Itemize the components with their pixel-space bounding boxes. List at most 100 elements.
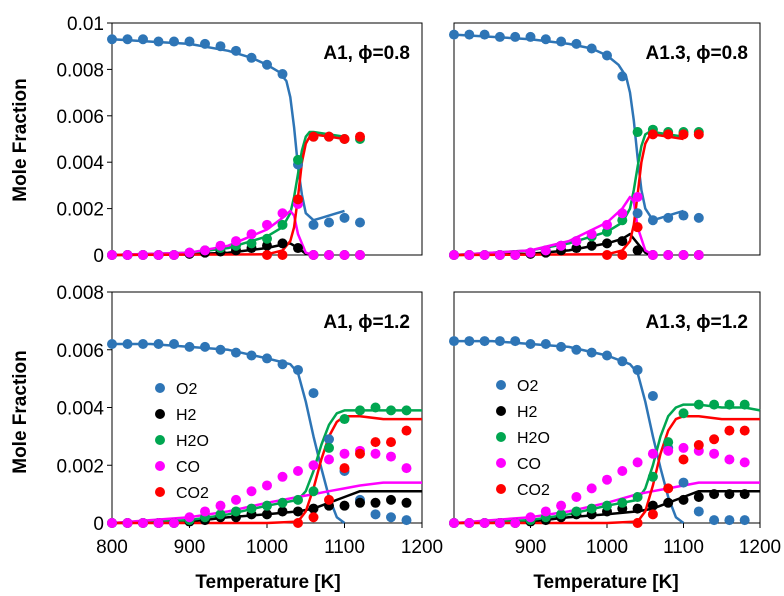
legend-marker-co2 [496, 484, 506, 494]
point-o2 [262, 59, 272, 70]
point-co2 [647, 509, 658, 520]
chart-panel-4: 900 1000 1100 1200 A1.3, ϕ=1.2 O2 H2 H2O CO CO2 [449, 291, 781, 558]
point-h2 [724, 489, 735, 500]
point-o2 [617, 71, 628, 82]
point-co [246, 486, 257, 497]
point-co2 [709, 434, 720, 445]
point-co2 [602, 250, 612, 260]
point-co [571, 236, 582, 247]
x-axis-title-left: Temperature [K] [195, 572, 340, 593]
point-co [678, 250, 689, 260]
point-o2 [540, 34, 551, 45]
point-o2 [663, 212, 674, 223]
line-o2 [111, 37, 345, 222]
panels: 0 0.002 0.004 0.006 0.008 0.01 A1, ϕ=0.8 A1.3, … [56, 14, 781, 558]
point-h2o [339, 414, 350, 425]
point-o2 [449, 29, 459, 40]
point-o2 [464, 336, 475, 347]
point-o2 [647, 215, 658, 226]
point-co [479, 250, 490, 260]
point-co [525, 247, 536, 258]
point-o2 [122, 34, 133, 45]
point-co [138, 250, 148, 260]
point-h2 [262, 509, 272, 520]
point-o2 [122, 338, 133, 349]
point-co2 [632, 222, 643, 233]
point-h2o [293, 494, 303, 505]
point-h2o [355, 405, 365, 416]
x-tick-label: 1100 [663, 537, 704, 558]
point-o2 [169, 338, 179, 349]
x-axis-title-right: Temperature [K] [533, 572, 678, 593]
point-co2 [386, 437, 396, 448]
point-h2o [262, 500, 272, 511]
point-co [525, 512, 536, 523]
point-co [510, 250, 521, 260]
point-h2 [386, 494, 396, 505]
point-co [464, 518, 475, 528]
legend-label-co: CO [176, 459, 200, 476]
legend-label-co: CO [517, 456, 541, 473]
point-co2 [324, 494, 334, 505]
point-h2o [709, 399, 720, 410]
point-o2 [339, 212, 350, 223]
point-co2 [293, 518, 303, 528]
point-o2 [602, 350, 612, 361]
y-tick-label: 0 [93, 514, 104, 535]
point-co [324, 250, 334, 260]
y-tick-label: 0.01 [67, 14, 104, 35]
x-tick-label: 1200 [739, 537, 781, 558]
point-co [401, 463, 412, 474]
point-co2 [355, 448, 365, 459]
point-co [231, 236, 241, 247]
point-o2 [386, 512, 396, 523]
point-o2 [586, 347, 597, 358]
y-tick-label: 0.008 [56, 60, 104, 81]
point-o2 [571, 344, 582, 355]
point-o2 [153, 36, 164, 47]
point-h2o [663, 437, 674, 448]
point-co [169, 250, 179, 260]
point-co2 [693, 440, 704, 451]
point-h2o [293, 154, 303, 165]
point-co [602, 474, 612, 485]
point-co2 [663, 129, 674, 140]
point-h2o [693, 399, 704, 410]
point-co2 [632, 518, 643, 528]
point-co [510, 518, 521, 528]
point-o2 [510, 31, 521, 42]
point-o2 [602, 50, 612, 61]
point-o2 [107, 34, 117, 45]
point-o2 [479, 29, 490, 40]
point-co [663, 445, 674, 456]
point-co [355, 250, 365, 260]
point-o2 [262, 353, 272, 364]
y-tick-label: 0.004 [56, 153, 104, 174]
point-co [308, 460, 319, 471]
y-axis-title-top: Mole Fraction [10, 78, 31, 202]
point-o2 [494, 336, 505, 347]
point-co2 [647, 129, 658, 140]
point-co2 [678, 454, 689, 465]
point-o2 [510, 336, 521, 347]
point-co2 [277, 250, 288, 260]
x-tick-label: 1000 [586, 537, 628, 558]
point-o2 [678, 477, 689, 488]
point-o2 [540, 338, 551, 349]
point-o2 [293, 364, 303, 375]
point-h2 [632, 245, 643, 256]
point-co [647, 250, 658, 260]
point-o2 [525, 338, 536, 349]
point-o2 [586, 43, 597, 54]
point-o2 [632, 364, 643, 375]
point-co [277, 471, 288, 482]
chart-panel-2: A1.3, ϕ=0.8 [449, 22, 761, 260]
legend: O2 H2 H2O CO CO2 [155, 381, 209, 502]
x-tick-label: 900 [515, 537, 547, 558]
line-h2o [111, 130, 345, 257]
point-o2 [169, 36, 179, 47]
point-h2 [739, 489, 750, 500]
point-h2o [277, 497, 288, 508]
point-co [663, 250, 674, 260]
